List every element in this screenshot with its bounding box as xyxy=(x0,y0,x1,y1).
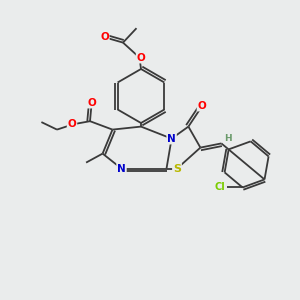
Text: O: O xyxy=(136,52,146,63)
Text: N: N xyxy=(167,134,176,144)
Text: O: O xyxy=(100,32,109,42)
Text: Cl: Cl xyxy=(215,182,226,192)
Text: O: O xyxy=(87,98,96,108)
Text: S: S xyxy=(173,164,181,174)
Text: N: N xyxy=(117,164,126,174)
Text: H: H xyxy=(224,134,232,143)
Text: O: O xyxy=(197,100,206,111)
Text: O: O xyxy=(68,119,76,129)
